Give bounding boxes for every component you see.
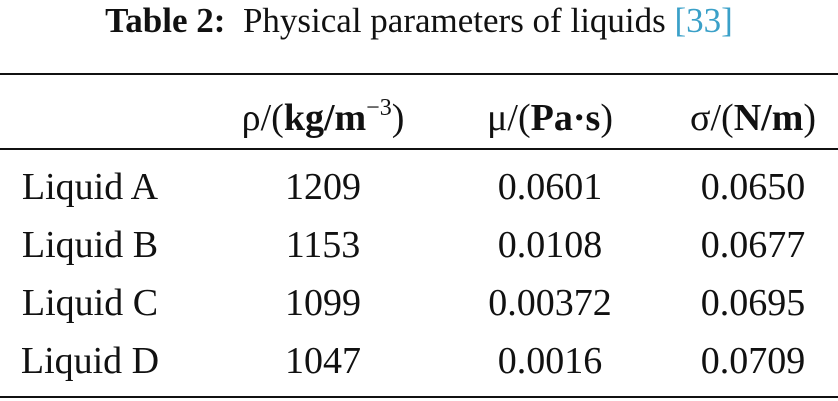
header-viscosity-unit: Pa·s bbox=[530, 97, 601, 139]
header-surface-tension-symbol: σ/( bbox=[689, 97, 734, 139]
header-density: ρ/(kg/m−3) bbox=[208, 96, 438, 140]
table-bottom-rule bbox=[0, 396, 838, 398]
row-label: Liquid C bbox=[21, 282, 159, 324]
table-caption: Table 2: Physical parameters of liquids … bbox=[0, 0, 838, 42]
density-value: 1047 bbox=[285, 340, 361, 382]
header-density-symbol: ρ/( bbox=[241, 97, 284, 139]
row-label: Liquid D bbox=[20, 340, 160, 382]
header-surface-tension-unit: N/m bbox=[733, 97, 804, 139]
surface-tension-value: 0.0677 bbox=[700, 224, 806, 266]
header-surface-tension: σ/(N/m) bbox=[670, 96, 836, 140]
caption-label: Table 2: bbox=[105, 1, 226, 40]
viscosity-value: 0.0016 bbox=[497, 340, 603, 382]
viscosity-value: 0.00372 bbox=[488, 282, 612, 324]
header-viscosity-symbol: μ/( bbox=[487, 97, 531, 139]
citation-number: 33 bbox=[686, 1, 722, 40]
surface-tension-value: 0.0695 bbox=[700, 282, 806, 324]
table-top-rule bbox=[0, 73, 838, 75]
citation-link[interactable]: [33] bbox=[675, 1, 733, 40]
header-density-close: ) bbox=[391, 97, 405, 139]
row-label: Liquid B bbox=[21, 224, 159, 266]
header-density-exponent: −3 bbox=[366, 95, 392, 121]
table-header-rule bbox=[0, 148, 838, 150]
row-label: Liquid A bbox=[21, 166, 159, 208]
viscosity-value: 0.0108 bbox=[497, 224, 603, 266]
density-value: 1209 bbox=[285, 166, 361, 208]
citation-open-bracket: [ bbox=[674, 1, 687, 40]
caption-text: Physical parameters of liquids bbox=[242, 1, 666, 40]
density-value: 1099 bbox=[285, 282, 361, 324]
header-density-unit: kg/m bbox=[283, 97, 367, 139]
header-viscosity: μ/(Pa·s) bbox=[460, 96, 640, 140]
viscosity-value: 0.0601 bbox=[497, 166, 603, 208]
citation-close-bracket: ] bbox=[721, 1, 733, 40]
header-viscosity-close: ) bbox=[600, 97, 613, 139]
density-value: 1153 bbox=[285, 224, 361, 266]
header-surface-tension-close: ) bbox=[803, 97, 816, 139]
surface-tension-value: 0.0709 bbox=[700, 340, 806, 382]
surface-tension-value: 0.0650 bbox=[700, 166, 806, 208]
